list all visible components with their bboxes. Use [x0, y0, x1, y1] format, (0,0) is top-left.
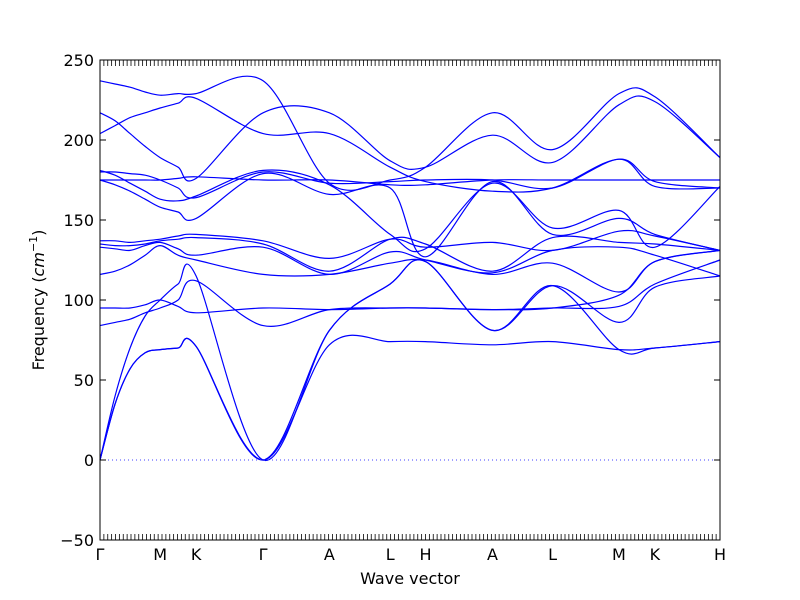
x-tick-label: A	[324, 545, 335, 564]
band-10	[99, 172, 721, 258]
x-tick-label: K	[650, 545, 661, 564]
y-tick-label: 50	[74, 371, 94, 390]
y-tick-label: 0	[84, 451, 94, 470]
x-tick-label: H	[419, 545, 431, 564]
y-axis-title-unit: cm	[29, 252, 48, 276]
plot-frame	[99, 59, 721, 541]
band-3	[99, 259, 721, 461]
y-axis-title: Frequency (cm−1)	[27, 230, 48, 371]
band-15	[99, 95, 721, 182]
y-axis-title-close: )	[29, 230, 48, 236]
x-tick-label: L	[386, 545, 395, 564]
y-axis-title-text: Frequency	[29, 288, 48, 371]
band-5	[99, 249, 721, 314]
x-tick-label: A	[487, 545, 498, 564]
y-axis: −50 0 50 100 150 200 250	[60, 51, 720, 550]
band-7	[99, 241, 721, 277]
x-tick-label: L	[548, 545, 557, 564]
band-12	[100, 176, 720, 186]
band-11	[99, 169, 721, 253]
x-tick-label: H	[714, 545, 726, 564]
x-tick-label: Γ	[259, 545, 268, 564]
band-8	[99, 235, 721, 272]
y-tick-label: 200	[63, 131, 94, 150]
x-tick-label: M	[153, 545, 167, 564]
y-tick-label: 100	[63, 291, 94, 310]
y-tick-label: 250	[63, 51, 94, 70]
y-tick-label: 150	[63, 211, 94, 230]
x-tick-label: K	[191, 545, 202, 564]
band-9	[99, 229, 721, 260]
band-4	[99, 259, 721, 328]
band-14	[99, 96, 721, 193]
y-axis-title-open: (	[29, 276, 48, 287]
x-tick-label: Γ	[96, 545, 105, 564]
y-axis-title-unit-exponent: −1	[27, 236, 40, 252]
x-tick-label: M	[612, 545, 626, 564]
y-tick-label: −50	[60, 531, 94, 550]
band-16	[99, 75, 721, 191]
band-lines	[99, 75, 721, 461]
band-6	[99, 244, 721, 293]
band-13	[99, 158, 721, 199]
x-axis-title: Wave vector	[360, 569, 460, 588]
